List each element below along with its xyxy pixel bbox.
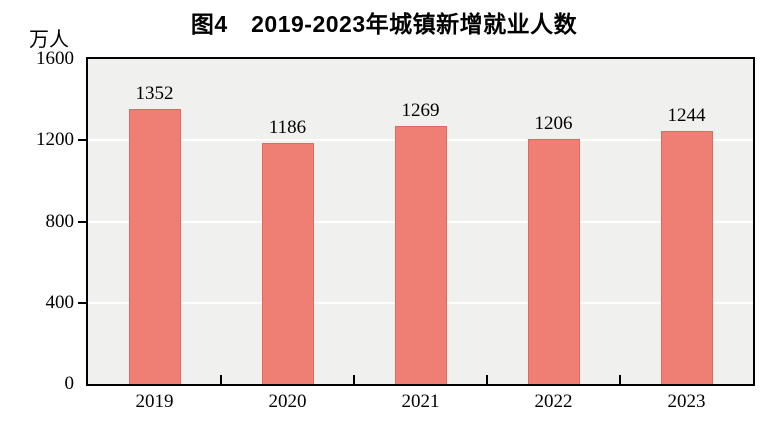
x-axis-tick (619, 375, 621, 384)
x-axis-tick (353, 375, 355, 384)
y-axis-label: 800 (45, 210, 75, 232)
bar-value-label: 1269 (401, 100, 440, 122)
bar-value-label: 1244 (667, 105, 706, 127)
bar (660, 131, 713, 384)
y-axis-tick (78, 301, 86, 304)
x-axis-label: 2019 (135, 391, 174, 412)
bar (394, 126, 447, 384)
y-axis-tick (78, 139, 86, 142)
bar (527, 139, 580, 384)
y-axis-tick (78, 220, 86, 223)
y-axis-label: 1600 (36, 48, 74, 69)
bar (261, 143, 314, 384)
chart-title: 图4 2019-2023年城镇新增就业人数 (190, 11, 578, 37)
y-axis-unit-label: 万人 (29, 29, 69, 51)
x-axis-tick (486, 375, 488, 384)
x-axis-label: 2022 (534, 391, 573, 412)
x-axis-label: 2023 (667, 391, 706, 412)
y-axis-label: 1200 (36, 129, 74, 151)
x-axis-label: 2020 (268, 391, 307, 412)
plot-area: 1352 1186 1269 1206 1244 (86, 57, 755, 386)
bar-value-label: 1186 (268, 117, 307, 139)
y-axis-label: 400 (45, 291, 75, 313)
y-axis-label: 0 (64, 373, 75, 394)
x-axis-tick (220, 375, 222, 384)
bar (128, 109, 181, 384)
bar-value-label: 1206 (534, 113, 573, 135)
bar-value-label: 1352 (135, 83, 174, 105)
x-axis-label: 2021 (401, 391, 440, 412)
